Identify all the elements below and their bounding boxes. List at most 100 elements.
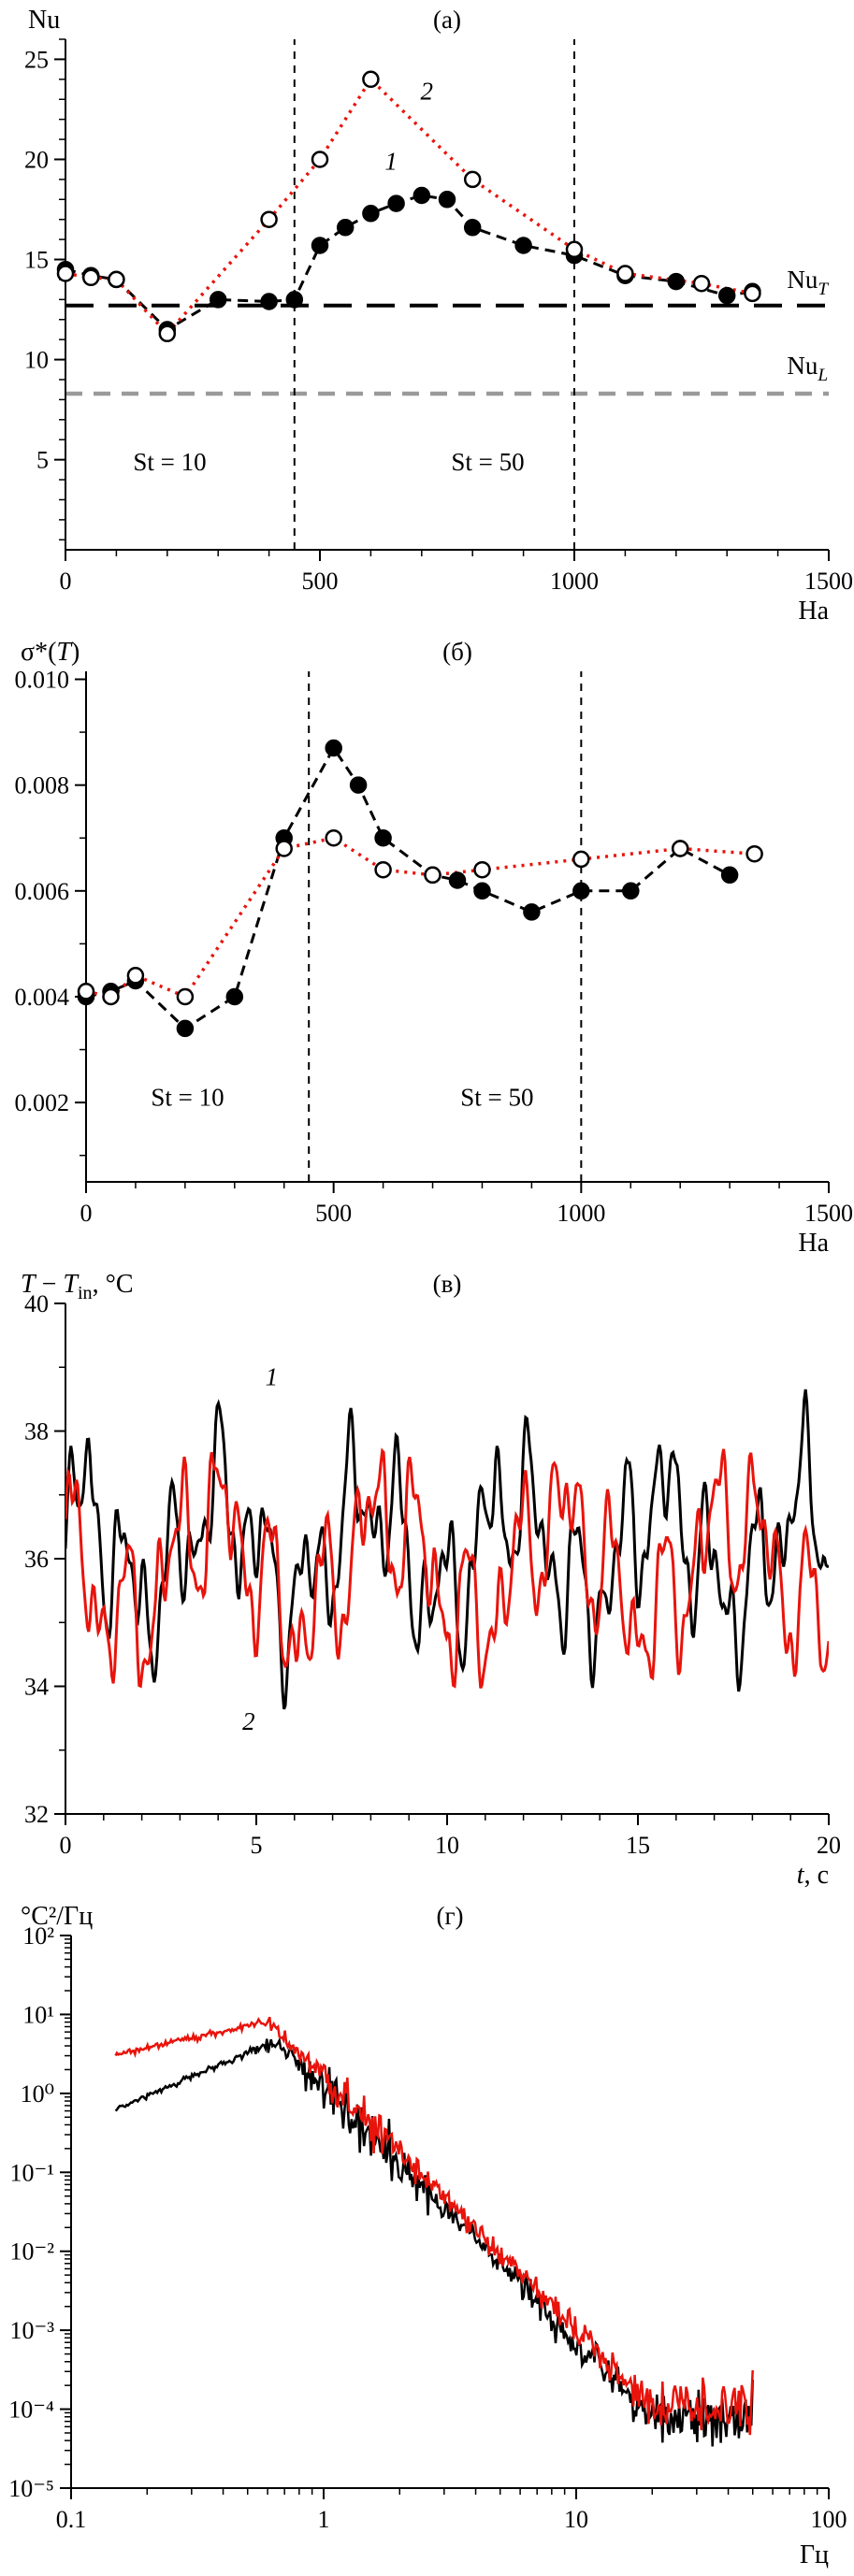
- nusselt-series-2-open-marker: [692, 274, 711, 293]
- sigma-series-2-open-marker: [374, 860, 392, 879]
- nusselt-series-2-open-marker: [108, 270, 125, 289]
- x-tick-label: 1000: [557, 1200, 605, 1227]
- sigma-series-2-open-marker: [473, 860, 491, 879]
- nusselt-series-2-open-marker: [311, 151, 329, 168]
- sigma-series-1-filled-marker: [523, 903, 541, 921]
- x-tick-label: 5: [251, 1832, 263, 1859]
- nusselt-series-2-open-marker: [463, 170, 482, 189]
- x-tick-label: 500: [302, 568, 339, 595]
- power-spectrum-2: [114, 2016, 754, 2436]
- nusselt-series-2-open-marker: [158, 324, 177, 343]
- x-tick-label: 0: [80, 1200, 93, 1227]
- nusselt-series-1-filled-marker: [387, 194, 405, 212]
- y-tick-label: 20: [24, 146, 49, 173]
- x-axis-label: На: [798, 1229, 829, 1258]
- sigma-series-2-open-marker: [745, 844, 763, 863]
- nusselt-series-1-filled-marker: [260, 293, 278, 310]
- y-tick-label: 32: [24, 1801, 49, 1828]
- nusselt-series-1-filled-marker: [717, 286, 736, 305]
- panel-letter: (в): [433, 1270, 462, 1298]
- sigma-series-1-filled-marker: [473, 882, 491, 900]
- y-axis-title: σ*(T): [21, 638, 80, 667]
- x-tick-label: 0.1: [56, 2506, 87, 2533]
- y-axis-title: °C²/Гц: [21, 1902, 93, 1931]
- annotation: NuT: [787, 266, 829, 299]
- x-tick-label: 500: [315, 1200, 352, 1227]
- sigma-series-1-filled-marker: [176, 1019, 195, 1038]
- x-tick-label: 100: [811, 2506, 847, 2533]
- nusselt-series-1-filled-marker: [336, 219, 355, 237]
- nusselt-series-1-filled-marker: [209, 291, 227, 309]
- panel-letter: (б): [442, 638, 472, 666]
- sigma-series-2-open-marker: [325, 828, 342, 847]
- annotation: 1: [384, 148, 398, 176]
- y-axis-title: Nu: [28, 6, 60, 35]
- nusselt-series-2-open-marker: [81, 268, 100, 287]
- nusselt-series-2-open-marker: [565, 240, 584, 259]
- sigma-series-2-open-marker: [77, 983, 95, 1000]
- nusselt-series-1-filled-marker: [438, 191, 456, 209]
- y-tick-label: 0.002: [15, 1089, 70, 1116]
- y-tick-label: 10⁰: [21, 2080, 54, 2108]
- x-tick-label: 10: [564, 2506, 588, 2533]
- y-tick-label: 15: [24, 247, 49, 274]
- sigma-series-2-open-marker: [671, 840, 689, 857]
- annotation: St = 10: [151, 1083, 224, 1111]
- x-tick-label: 0: [60, 1832, 72, 1859]
- nusselt-series-2-open-marker: [260, 210, 278, 228]
- sigma-series-1-filled-marker: [572, 882, 590, 900]
- annotation: St = 50: [451, 448, 524, 476]
- nusselt-series-1-filled-marker: [311, 237, 329, 254]
- x-axis-label: t, с: [797, 1861, 829, 1890]
- annotation: St = 10: [133, 448, 206, 476]
- nusselt-series-1-filled-marker: [285, 291, 304, 309]
- sigma-series-2-open-marker: [275, 840, 293, 857]
- y-tick-label: 10: [24, 347, 49, 374]
- nusselt-series-1-filled-marker: [667, 272, 686, 291]
- sigma-series-2-open-marker: [102, 987, 120, 1006]
- annotation: NuL: [787, 352, 828, 385]
- y-tick-label: 40: [24, 1290, 49, 1317]
- sigma-series-2-open-marker: [572, 850, 590, 869]
- y-tick-label: 10⁻⁵: [8, 2475, 54, 2502]
- y-axis-title: T − Tin, °C: [21, 1270, 134, 1303]
- temperature-signal-1: [65, 1389, 829, 1710]
- y-tick-label: 36: [24, 1546, 49, 1573]
- x-axis-label: Гц: [800, 2540, 829, 2569]
- sigma-series-2-open: [85, 836, 755, 1000]
- sigma-series-1-filled-marker: [622, 882, 640, 900]
- sigma-series-1-filled-marker: [448, 871, 467, 889]
- x-tick-label: 10: [435, 1832, 459, 1859]
- annotation: St = 50: [460, 1083, 533, 1111]
- panel-letter: (а): [433, 6, 461, 34]
- panel-letter: (г): [436, 1902, 463, 1930]
- sigma-series-1-filled-marker: [225, 987, 244, 1006]
- panel-a-nusselt-chart: Nu (а) На 0 500 1000 1500 5 10 15 20 25 St = 10 St = …: [0, 0, 854, 632]
- y-tick-label: 10⁻¹: [9, 2159, 54, 2186]
- y-tick-label: 10²: [22, 1922, 54, 1950]
- nusselt-series-2-open: [65, 77, 753, 337]
- panel-v-temperature-signal-chart: T − Tin, °C (в) t, с 0 5 10 15 20 32 34 36 38 40 1 2: [0, 1264, 854, 1896]
- x-tick-label: 1500: [804, 1200, 853, 1227]
- y-tick-label: 0.006: [15, 878, 70, 905]
- annotation: 2: [420, 78, 433, 106]
- y-tick-label: 0.008: [15, 772, 70, 799]
- nusselt-series-2-open-marker: [362, 70, 380, 89]
- y-tick-label: 5: [36, 447, 49, 474]
- x-tick-label: 1000: [550, 568, 599, 595]
- x-tick-label: 15: [626, 1832, 650, 1859]
- x-tick-label: 20: [817, 1832, 841, 1859]
- x-tick-label: 1: [318, 2506, 330, 2533]
- panel-g-power-spectrum-chart: °C²/Гц (г) Гц 0.1 1 10 100 10² 10¹ 10⁰ 10⁻¹ 10⁻² 10⁻…: [0, 1896, 854, 2576]
- y-tick-label: 34: [24, 1674, 49, 1701]
- y-tick-label: 10⁻²: [9, 2238, 54, 2266]
- y-tick-label: 25: [24, 46, 49, 73]
- y-tick-label: 0.004: [15, 984, 70, 1011]
- panel-b-sigma-chart: σ*(T) (б) На 0 500 1000 1500 0.002 0.004 0.006 0.0…: [0, 632, 854, 1264]
- nusselt-series-2-open-marker: [744, 284, 761, 303]
- nusselt-series-1-filled-marker: [514, 237, 532, 254]
- sigma-series-1-filled-marker: [720, 866, 739, 885]
- sigma-series-2-open-marker: [424, 866, 441, 885]
- nusselt-series-2-open-marker: [56, 265, 75, 282]
